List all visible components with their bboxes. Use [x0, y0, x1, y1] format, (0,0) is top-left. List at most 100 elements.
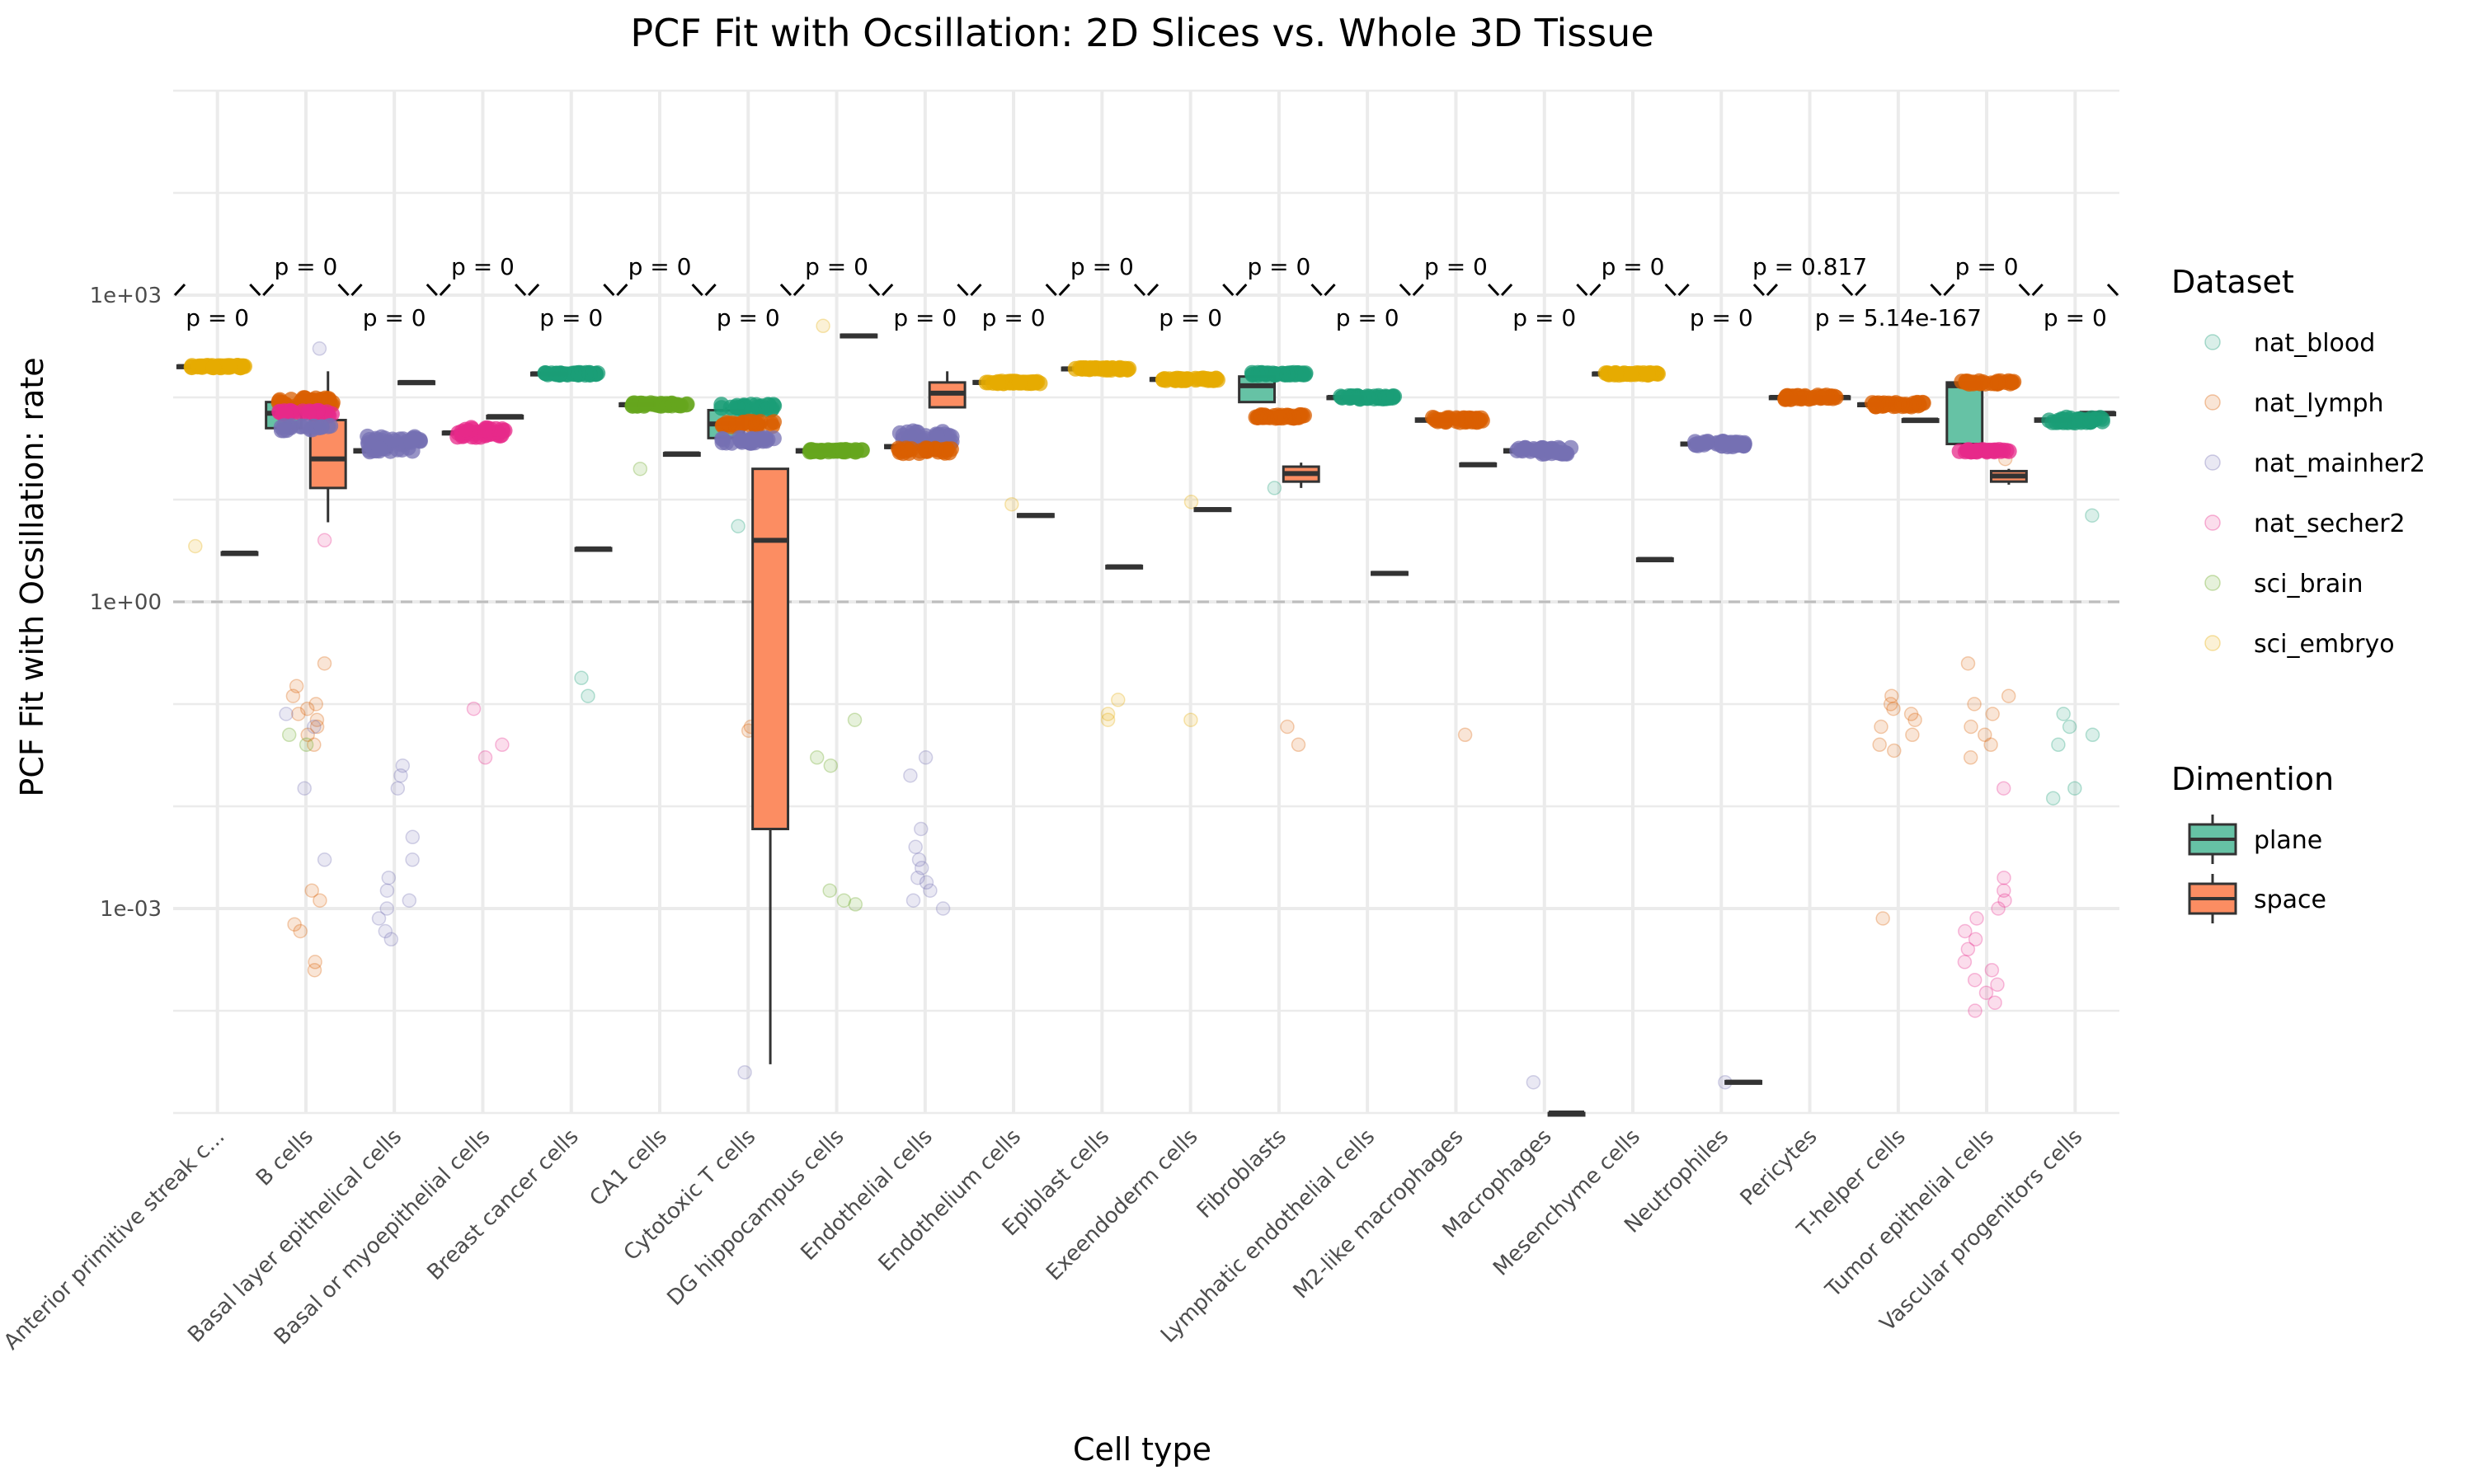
data-point: [823, 758, 839, 773]
data-point: [381, 870, 397, 885]
data-point: [1957, 955, 1973, 970]
p-value: p = 0: [1943, 253, 2030, 297]
box-space: [662, 451, 701, 458]
data-point: [910, 870, 925, 885]
data-point: [990, 373, 1006, 390]
p-value: p = 0: [439, 253, 527, 297]
p-value-label: p = 0: [539, 304, 603, 331]
strip-nat_lymph: [1248, 406, 1312, 426]
data-point: [1253, 365, 1269, 382]
data-point: [1733, 437, 1750, 453]
strip-nat_blood: [2041, 409, 2110, 431]
p-value-label: p = 0: [1512, 304, 1576, 331]
data-point: [914, 860, 929, 876]
data-point: [304, 883, 319, 898]
x-tick-label: B cells: [252, 1125, 318, 1191]
box-space: [1635, 556, 1674, 563]
data-point: [539, 366, 556, 383]
box-body: [751, 467, 790, 831]
legend-point-icon: [2204, 334, 2221, 350]
p-value-label: p = 0: [805, 253, 868, 280]
data-point: [2045, 791, 2061, 805]
box-space: [1282, 463, 1320, 488]
data-point: [317, 655, 332, 671]
p-value-label: p = 0.817: [1752, 253, 1867, 280]
data-point: [1267, 481, 1282, 495]
y-tick-label: 1e+00: [90, 590, 162, 615]
box-space: [574, 546, 613, 552]
data-point: [2056, 707, 2071, 721]
data-point: [1267, 366, 1283, 383]
data-point: [1024, 374, 1041, 390]
p-value-bracket: [262, 283, 350, 297]
p-value-label: p = 5.14e-167: [1815, 304, 1982, 331]
p-value: p = 0: [616, 253, 703, 297]
p-value-bracket: [1058, 283, 1146, 297]
data-point: [297, 390, 313, 406]
data-point: [1958, 923, 1973, 939]
data-point: [307, 962, 322, 978]
data-point: [1291, 737, 1306, 753]
p-value-label: p = 0: [363, 304, 426, 331]
strip-sci_brain: [624, 395, 695, 414]
p-value-label: p = 0: [451, 253, 515, 280]
strip-nat_mainher2: [360, 428, 428, 460]
data-point: [1883, 697, 1898, 711]
data-point: [496, 422, 513, 439]
box-space: [1459, 462, 1498, 467]
p-value-bracket: [1677, 283, 1766, 297]
data-point: [1177, 372, 1193, 388]
strip-sci_embryo: [1067, 359, 1137, 378]
data-point: [1983, 737, 1998, 753]
data-point: [309, 719, 325, 735]
data-point: [308, 697, 323, 711]
data-point: [923, 883, 938, 898]
data-point: [383, 932, 399, 947]
y-tick-label: 1e+03: [90, 284, 162, 308]
data-point: [1872, 737, 1887, 753]
legend-label: space: [2254, 885, 2326, 914]
data-point: [2072, 411, 2088, 428]
data-point: [405, 829, 421, 845]
data-point: [205, 359, 222, 376]
data-point: [287, 917, 302, 932]
data-point: [371, 911, 387, 926]
data-point: [402, 893, 417, 908]
data-point: [458, 421, 473, 438]
data-point: [935, 901, 951, 916]
p-value-bracket: [616, 283, 703, 297]
data-point: [1968, 1003, 1982, 1018]
p-value-label: p = 0: [717, 304, 780, 331]
data-point: [1377, 389, 1394, 406]
data-point: [317, 852, 332, 867]
data-point: [1990, 977, 2005, 993]
legend-item: sci_brain: [2204, 570, 2363, 599]
legend-label: nat_blood: [2254, 329, 2375, 358]
x-tick-label: Tumor epithelial cells: [1821, 1125, 1999, 1303]
data-point: [1963, 750, 1978, 765]
data-point: [822, 883, 837, 898]
p-value: p = 0: [350, 283, 438, 331]
data-point: [1011, 374, 1028, 391]
data-point: [297, 781, 312, 796]
data-point: [943, 441, 959, 458]
data-point: [553, 365, 569, 382]
data-point: [312, 341, 327, 356]
p-value-bracket: [1766, 283, 1854, 297]
data-point: [1714, 434, 1731, 450]
data-point: [1100, 707, 1116, 721]
p-value-bracket: [1324, 283, 1411, 297]
data-point: [715, 431, 731, 448]
data-point: [390, 781, 406, 796]
x-tick-label: Exeendoderm cells: [1042, 1125, 1203, 1286]
p-value: p = 0: [2031, 283, 2119, 331]
legend-item: space: [2188, 874, 2326, 923]
data-point: [1906, 395, 1922, 411]
strip-nat_blood: [1333, 387, 1403, 407]
data-point: [1875, 911, 1890, 926]
data-point: [1806, 389, 1823, 406]
data-point: [299, 701, 315, 716]
data-point: [1967, 697, 1982, 711]
legend-item: sci_embryo: [2204, 630, 2395, 659]
data-point: [737, 1064, 752, 1080]
